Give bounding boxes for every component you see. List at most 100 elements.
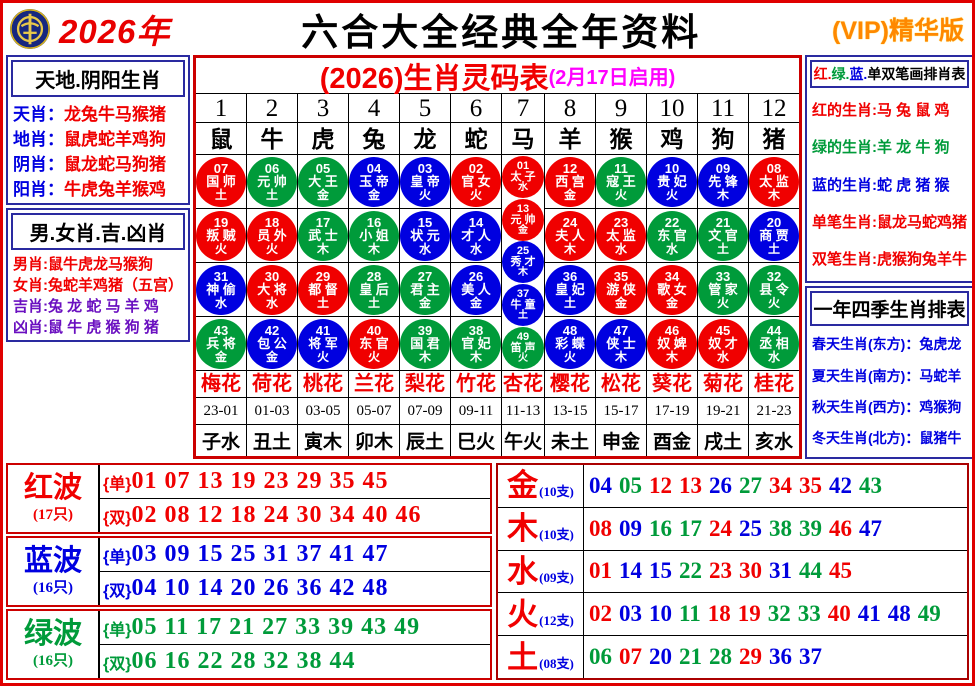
- ball-title: 先 锋: [708, 174, 738, 190]
- element-number: 20: [649, 644, 672, 670]
- ball-cell: 27 君 主金: [400, 263, 450, 317]
- element-number: 43: [859, 472, 882, 498]
- ball-element: 木: [767, 187, 780, 202]
- ball-title: 皇 妃: [555, 282, 585, 298]
- ball-cell: 45 奴 才水: [698, 317, 748, 371]
- ball-cell: 08 太 监木: [749, 155, 799, 209]
- ball-title: 县 令: [759, 282, 789, 298]
- wave-odd-line: {单} 01 07 13 19 23 29 35 45: [100, 465, 490, 499]
- number-ball-45: 45 奴 才水: [698, 318, 748, 369]
- ball-element: 金: [418, 295, 431, 310]
- number-ball-29: 29 都 督土: [298, 264, 348, 315]
- panel-color-stroke-zodiac: 红.绿.蓝.单双笔画排肖表 红的生肖:马 兔 鼠 鸡绿的生肖:羊 龙 牛 狗蓝的…: [805, 55, 972, 283]
- ball-number: 25: [516, 245, 530, 258]
- element-number: 34: [769, 472, 792, 498]
- wave-label: 绿波 (16只): [8, 611, 100, 678]
- column-branch: 酉金: [652, 432, 691, 453]
- ball-cell: 36 皇 妃土: [545, 263, 595, 317]
- number-ball-26: 26 美 人金: [451, 264, 501, 315]
- ball-element: 火: [214, 241, 227, 256]
- number-ball-14: 14 才 人水: [451, 210, 501, 261]
- ball-title: 贵 妃: [657, 174, 687, 190]
- ball-number: 41: [315, 322, 331, 338]
- ball-element: 火: [614, 187, 627, 202]
- ball-element: 土: [716, 241, 729, 256]
- column-hour: 15-17: [596, 398, 646, 425]
- ball-number: 42: [264, 322, 280, 338]
- five-elements-table: 金 (10支) 04 05 12 13 26 27 34 35 42 43 木 (10支) 08 09 16 17…: [496, 463, 969, 680]
- ball-number: 18: [264, 214, 280, 230]
- ball-title: 包 公: [257, 336, 287, 352]
- ball-title: 寇 王: [606, 174, 636, 190]
- column-zodiac: 鼠: [196, 123, 246, 155]
- row-label: 地肖：: [13, 130, 64, 149]
- ball-cell: 18 员 外火: [247, 209, 297, 263]
- parity-tag: {双}: [103, 655, 132, 673]
- number-ball-37: 37 牛 童土: [502, 284, 544, 327]
- wave-count: (17只): [33, 507, 73, 524]
- ball-stack: 01 太 子水 13 元 帅金 25 秀 才木 37 牛 童土 49 笛 声火: [502, 155, 544, 371]
- ball-title: 官 女: [461, 174, 491, 190]
- element-number: 09: [619, 515, 642, 541]
- number-ball-16: 16 小 姐木: [349, 210, 399, 261]
- ball-element: 木: [563, 241, 576, 256]
- title-segment: 绿.: [831, 66, 850, 82]
- table-column-虎: 3 虎 05 大 王金 17 武 士木 29 都 督土 41 将 军火桃花 03-05 寅木: [297, 94, 348, 456]
- ball-cell: 34 歌 女金: [647, 263, 697, 317]
- ball-number: 26: [468, 268, 484, 284]
- column-number: 8: [545, 94, 595, 123]
- element-number: 37: [799, 644, 822, 670]
- ball-element: 木: [716, 187, 729, 202]
- element-number: 40: [827, 601, 851, 627]
- wave-odd-line: {单} 05 11 17 21 27 33 39 43 49: [100, 611, 490, 645]
- table-grid: 1 鼠 07 国 师土 19 叛 贼火 31 神 偷水 43 兵 将金梅花 23-01 子水 2 牛 06 元…: [196, 94, 799, 456]
- ball-element: 水: [265, 295, 278, 310]
- ball-element: 火: [665, 187, 678, 202]
- element-number: 44: [799, 558, 822, 584]
- number-ball-34: 34 歌 女金: [647, 264, 697, 315]
- element-number: 35: [799, 472, 822, 498]
- ball-element: 火: [767, 295, 780, 310]
- wave-group-红波: 红波 (17只) {单} 01 07 13 19 23 29 35 45 {双} 02 0…: [6, 463, 492, 534]
- ball-number: 32: [766, 268, 782, 284]
- wave-lines: {单} 01 07 13 19 23 29 35 45 {双} 02 08 12 18…: [100, 465, 490, 532]
- element-count: (10支): [539, 527, 574, 543]
- column-branch: 戌土: [703, 432, 742, 453]
- content-area: 天地.阴阳生肖 天肖：龙兔牛马猴猪 地肖：鼠虎蛇羊鸡狗 阴肖：鼠龙蛇马狗猪 阳肖：牛虎…: [3, 53, 972, 461]
- column-flower: 荷花: [247, 371, 297, 398]
- wave-numbers: 01 07 13 19 23 29 35 45: [131, 468, 389, 494]
- ball-element: 金: [563, 187, 576, 202]
- column-flower: 葵花: [647, 371, 697, 398]
- table-title-main: (2026)生肖灵码表: [319, 62, 549, 95]
- ball-number: 23: [613, 214, 629, 230]
- ball-number: 37: [516, 288, 530, 301]
- table-column-牛: 2 牛 06 元 帅土 18 员 外火 30 大 将水 42 包 公金荷花 01-03 丑土: [246, 94, 297, 456]
- element-number: 46: [829, 515, 852, 541]
- ball-number: 43: [213, 322, 229, 338]
- ball-element: 水: [469, 241, 482, 256]
- wave-group-绿波: 绿波 (16只) {单} 05 11 17 21 27 33 39 43 49 {双} 0…: [6, 609, 492, 680]
- number-ball-31: 31 神 偷水: [196, 264, 246, 315]
- wave-even-line: {双} 02 08 12 18 24 30 34 40 46: [100, 499, 490, 532]
- ball-number: 21: [715, 214, 731, 230]
- column-hour: 07-09: [400, 398, 450, 425]
- element-number: 38: [769, 515, 792, 541]
- ball-number: 33: [715, 268, 731, 284]
- number-ball-09: 09 先 锋木: [698, 156, 748, 207]
- zodiac-row: 男肖:鼠牛虎龙马猴狗: [13, 256, 153, 273]
- parity-tag: {双}: [103, 509, 132, 527]
- ball-title: 笛 声: [510, 341, 536, 354]
- ball-element: 水: [716, 349, 729, 364]
- ball-title: 牛 童: [510, 299, 536, 312]
- ball-title: 奴 才: [708, 336, 738, 352]
- number-ball-43: 43 兵 将金: [196, 318, 246, 369]
- ball-element: 火: [367, 349, 380, 364]
- table-column-龙: 5 龙 03 皇 帝火 15 状 元水 27 君 主金 39 国 君木梨花 07-09 辰土: [399, 94, 450, 456]
- number-ball-24: 24 夫 人木: [545, 210, 595, 261]
- ball-title: 神 偷: [206, 282, 236, 298]
- panel-title: 男.女肖.吉.凶肖: [11, 213, 185, 250]
- ball-cell: 14 才 人水: [451, 209, 501, 263]
- column-branch: 子水: [201, 432, 240, 453]
- number-ball-30: 30 大 将水: [247, 264, 297, 315]
- ball-element: 木: [518, 267, 528, 279]
